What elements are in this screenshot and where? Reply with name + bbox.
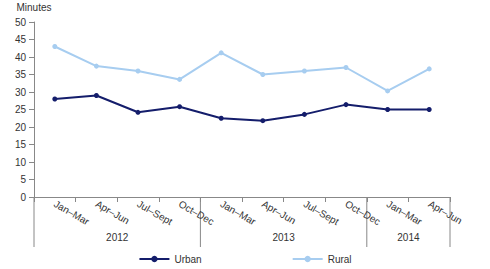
svg-text:Apr–Jun: Apr–Jun xyxy=(94,198,132,226)
svg-text:Jan–Mar: Jan–Mar xyxy=(385,198,425,227)
svg-text:Apr–Jun: Apr–Jun xyxy=(426,198,464,226)
svg-text:40: 40 xyxy=(15,52,27,63)
svg-text:2013: 2013 xyxy=(272,232,295,243)
svg-text:2014: 2014 xyxy=(397,232,420,243)
svg-text:5: 5 xyxy=(20,174,26,185)
svg-text:Minutes: Minutes xyxy=(16,2,51,13)
svg-text:35: 35 xyxy=(15,69,27,80)
svg-text:Oct–Dec: Oct–Dec xyxy=(177,198,216,227)
svg-text:15: 15 xyxy=(15,139,27,150)
svg-text:0: 0 xyxy=(20,192,26,203)
svg-text:25: 25 xyxy=(15,104,27,115)
svg-text:Jul–Sept: Jul–Sept xyxy=(135,198,174,227)
svg-text:Oct–Dec: Oct–Dec xyxy=(343,198,382,227)
svg-text:2012: 2012 xyxy=(106,232,129,243)
svg-text:Jan–Mar: Jan–Mar xyxy=(52,198,92,227)
svg-text:Jan–Mar: Jan–Mar xyxy=(218,198,258,227)
svg-text:Rural: Rural xyxy=(328,254,352,265)
svg-text:Jul–Sept: Jul–Sept xyxy=(302,198,341,227)
svg-text:10: 10 xyxy=(15,157,27,168)
svg-text:45: 45 xyxy=(15,34,27,45)
svg-text:30: 30 xyxy=(15,87,27,98)
svg-text:Urban: Urban xyxy=(174,254,201,265)
svg-text:20: 20 xyxy=(15,122,27,133)
svg-text:Apr–Jun: Apr–Jun xyxy=(260,198,298,226)
svg-text:50: 50 xyxy=(15,17,27,28)
